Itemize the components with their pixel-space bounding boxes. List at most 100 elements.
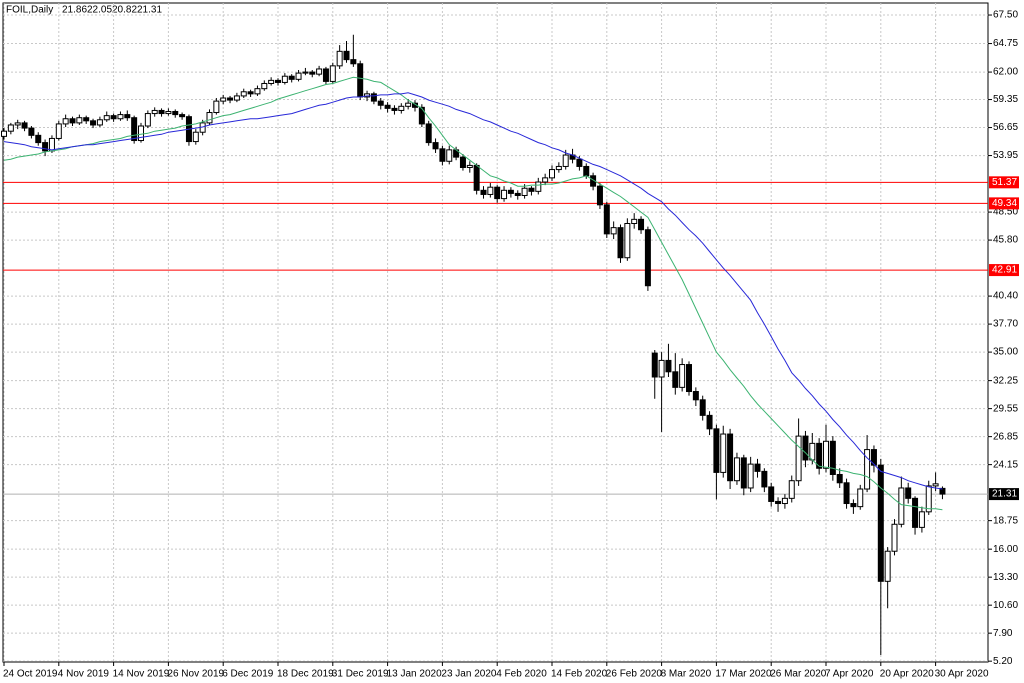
candle-body — [151, 109, 158, 115]
candle-body — [14, 122, 21, 126]
y-tick-label: 29.55 — [993, 403, 1018, 414]
candle-body — [494, 186, 501, 200]
candle-body — [110, 115, 117, 120]
header-low: 20.82 — [112, 5, 137, 16]
y-tick-label: 40.40 — [993, 291, 1018, 302]
y-tick-label: 48.50 — [993, 207, 1018, 218]
candle-body — [925, 485, 932, 513]
y-tick-label: 56.65 — [993, 122, 1018, 133]
candle-body — [754, 463, 761, 472]
candle-body — [795, 435, 802, 482]
candle-body — [665, 359, 672, 373]
y-tick-label: 7.90 — [993, 628, 1013, 639]
level-label-box — [989, 176, 1019, 189]
candle-body — [247, 91, 254, 95]
candle-body — [96, 119, 103, 126]
candle-body — [28, 127, 35, 136]
candle-body — [877, 464, 884, 582]
candle-body — [425, 123, 432, 144]
candle-body — [391, 107, 398, 111]
candle-body — [172, 110, 179, 116]
candle-body — [1, 130, 7, 137]
plot-frame — [2, 2, 989, 663]
y-tick-label: 10.60 — [993, 600, 1018, 611]
x-tick-label: 14 Nov 2019 — [113, 669, 170, 680]
candle-body — [905, 487, 912, 499]
candle-body — [555, 165, 562, 171]
candle-body — [658, 359, 665, 378]
candle-body — [706, 414, 713, 430]
level-label: 49.34 — [992, 198, 1017, 209]
candle-body — [535, 181, 542, 192]
candle-body — [617, 227, 624, 259]
candle-body — [487, 186, 494, 195]
candle-body — [459, 156, 466, 168]
candle-body — [781, 497, 788, 505]
x-tick-label: 30 Apr 2020 — [935, 669, 989, 680]
y-tick-label: 18.75 — [993, 515, 1018, 526]
candle-body — [227, 97, 234, 101]
candle-body — [466, 164, 473, 168]
candle-body — [713, 428, 720, 473]
candle-body — [679, 364, 686, 388]
candle-body — [624, 222, 631, 259]
candle-body — [918, 511, 925, 528]
candle-body — [165, 110, 172, 115]
y-tick-label: 26.85 — [993, 431, 1018, 442]
candle-body — [891, 523, 898, 552]
candle-body — [83, 117, 90, 122]
candle-body — [747, 463, 754, 489]
candle-body — [884, 550, 891, 582]
x-tick-label: 31 Dec 2019 — [332, 669, 389, 680]
chart-title: FOIL,Daily — [6, 5, 53, 16]
candle-body — [336, 50, 343, 67]
level-label-box — [989, 197, 1019, 210]
candle-body — [144, 113, 151, 127]
candle-body — [672, 371, 679, 388]
candle-body — [761, 470, 768, 488]
candle-body — [864, 449, 871, 490]
candle-body — [316, 68, 323, 75]
candle-body — [405, 102, 412, 107]
candle-body — [48, 137, 55, 152]
candle-body — [788, 480, 795, 499]
candle-body — [829, 440, 836, 475]
level-label: 42.91 — [992, 265, 1017, 276]
header-close: 21.31 — [137, 5, 162, 16]
candle-body — [740, 457, 747, 489]
candle-body — [514, 192, 521, 196]
candle-body — [343, 50, 350, 61]
candle-body — [432, 142, 439, 150]
candle-body — [733, 457, 740, 482]
candle-body — [233, 95, 240, 101]
candle-body — [35, 134, 42, 144]
candle-body — [802, 435, 809, 461]
candle-body — [398, 105, 405, 111]
candle-body — [596, 185, 603, 206]
candle-body — [843, 482, 850, 505]
x-tick-label: 4 Nov 2019 — [58, 669, 110, 680]
candle-body — [62, 118, 69, 125]
candle-body — [370, 93, 377, 102]
candle-body — [870, 449, 877, 466]
x-tick-label: 20 Apr 2020 — [880, 669, 934, 680]
candle-body — [727, 433, 734, 482]
x-tick-label: 26 Feb 2020 — [606, 669, 663, 680]
y-tick-label: 37.70 — [993, 319, 1018, 330]
y-tick-label: 59.35 — [993, 94, 1018, 105]
candle-body — [329, 65, 336, 82]
candle-body — [521, 187, 528, 196]
candle-body — [603, 204, 610, 235]
candle-body — [823, 440, 829, 469]
candle-body — [638, 218, 645, 231]
y-tick-label: 67.50 — [993, 10, 1018, 21]
candle-body — [501, 189, 508, 200]
x-tick-label: 4 Feb 2020 — [496, 669, 547, 680]
candle-body — [610, 227, 617, 235]
x-tick-label: 26 Mar 2020 — [770, 669, 827, 680]
candle-body — [816, 442, 823, 469]
candle-body — [857, 488, 864, 508]
candle-body — [138, 125, 144, 142]
last-price-box — [989, 488, 1019, 501]
